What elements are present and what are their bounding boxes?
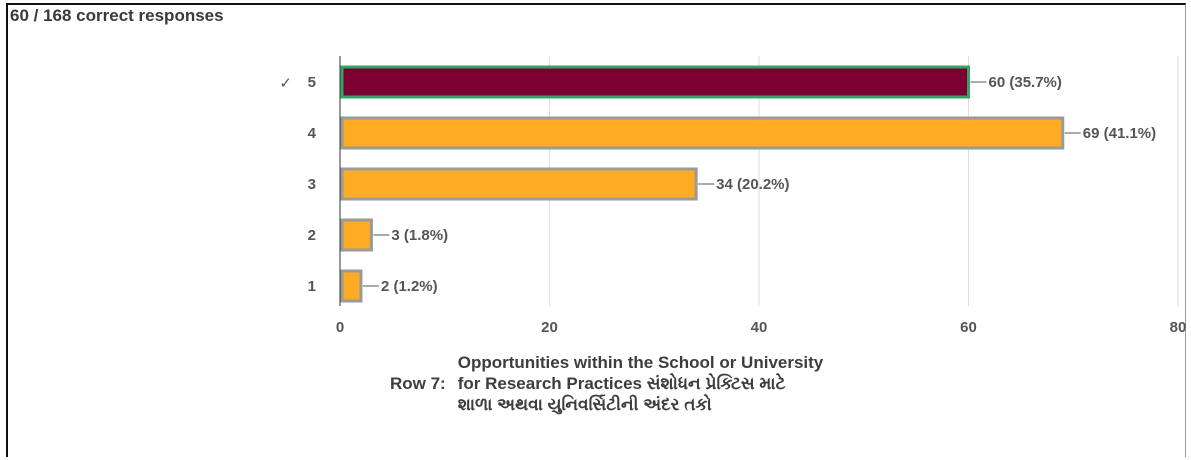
row-number-label: Row 7: xyxy=(390,373,446,393)
y-tick-label: 1 xyxy=(308,278,316,295)
data-label: 60 (35.7%) xyxy=(989,74,1062,91)
x-tick-label: 60 xyxy=(960,319,977,336)
y-tick-label: 5 xyxy=(308,74,316,91)
response-card xyxy=(6,3,1186,457)
row-title-line: for Research Practices સંશોધન પ્રેક્ટિસ … xyxy=(457,374,786,393)
data-label: 2 (1.2%) xyxy=(381,278,438,295)
y-tick-label: 4 xyxy=(308,125,317,142)
y-tick-label: 2 xyxy=(308,227,316,244)
bar-3 xyxy=(340,167,698,201)
row-title-line: શાળા અથવા યુનિવર્સિટીની અંદર તકો xyxy=(457,395,712,414)
bar-2 xyxy=(340,218,373,252)
data-label: 3 (1.8%) xyxy=(391,227,448,244)
row-title: Opportunities within the School or Unive… xyxy=(458,352,908,415)
data-label: 69 (41.1%) xyxy=(1083,125,1156,142)
x-tick-label: 0 xyxy=(336,319,344,336)
x-tick-label: 40 xyxy=(751,319,768,336)
data-label: 34 (20.2%) xyxy=(716,176,789,193)
bar-1 xyxy=(340,269,363,303)
y-tick-label: 3 xyxy=(308,176,316,193)
bar-5 xyxy=(340,65,970,99)
row-caption: Row 7: Opportunities within the School o… xyxy=(390,352,908,415)
response-bar-chart: 0 20 40 60 80 5 ✓ 60 (35.7%) 4 69 (41.1%) 3 34 (20.… xyxy=(279,56,1187,336)
x-tick-label: 20 xyxy=(541,319,558,336)
x-tick-label: 80 xyxy=(1170,319,1187,336)
correct-check-icon: ✓ xyxy=(279,75,292,92)
correct-responses-summary: 60 / 168 correct responses xyxy=(10,6,224,25)
bar-4 xyxy=(340,116,1065,150)
row-title-line: Opportunities within the School or Unive… xyxy=(457,353,824,372)
